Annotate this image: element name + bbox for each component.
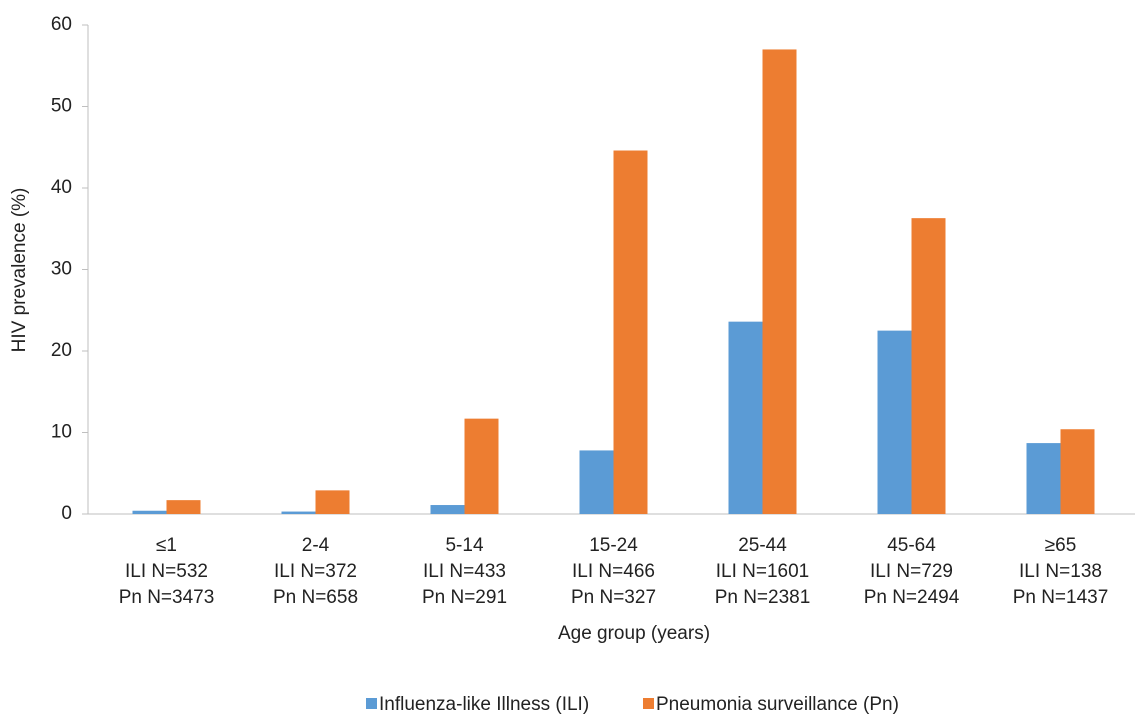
x-tick-label: ILI N=466 bbox=[572, 561, 655, 582]
x-tick-label: ILI N=372 bbox=[274, 561, 357, 582]
y-tick-label: 30 bbox=[51, 259, 72, 280]
x-tick-label: Pn N=3473 bbox=[119, 587, 215, 608]
bar bbox=[315, 490, 350, 514]
x-tick-label: Pn N=327 bbox=[571, 587, 656, 608]
legend-swatch bbox=[643, 698, 654, 709]
y-tick-label: 60 bbox=[51, 14, 72, 35]
x-tick-label: 2-4 bbox=[302, 535, 330, 556]
legend-label: Pneumonia surveillance (Pn) bbox=[656, 694, 899, 715]
y-tick-label: 0 bbox=[61, 503, 72, 524]
x-tick-label: ≤1 bbox=[156, 535, 177, 556]
bar bbox=[728, 321, 763, 514]
x-tick-label: Pn N=658 bbox=[273, 587, 358, 608]
y-tick-label: 50 bbox=[51, 96, 72, 117]
y-axis-title: HIV prevalence (%) bbox=[9, 188, 30, 353]
y-tick-label: 20 bbox=[51, 340, 72, 361]
legend-swatch bbox=[366, 698, 377, 709]
x-tick-label: Pn N=2494 bbox=[864, 587, 960, 608]
bar bbox=[132, 510, 167, 514]
x-tick-label: Pn N=291 bbox=[422, 587, 507, 608]
y-tick-label: 10 bbox=[51, 422, 72, 443]
x-tick-label: ILI N=433 bbox=[423, 561, 506, 582]
x-tick-label: 45-64 bbox=[887, 535, 936, 556]
x-tick-label: ILI N=1601 bbox=[716, 561, 810, 582]
x-tick-label: Pn N=2381 bbox=[715, 587, 811, 608]
bar bbox=[762, 49, 797, 514]
bar bbox=[166, 500, 201, 514]
bar bbox=[1060, 429, 1095, 514]
bar bbox=[281, 511, 316, 514]
x-tick-label: ≥65 bbox=[1045, 535, 1077, 556]
x-tick-label: ILI N=138 bbox=[1019, 561, 1102, 582]
bar bbox=[877, 330, 912, 514]
bar bbox=[430, 505, 465, 514]
bar bbox=[911, 218, 946, 514]
x-tick-label: ILI N=532 bbox=[125, 561, 208, 582]
bar bbox=[579, 450, 614, 514]
x-tick-label: 25-44 bbox=[738, 535, 787, 556]
x-tick-label: 5-14 bbox=[445, 535, 483, 556]
bar bbox=[464, 418, 499, 514]
x-tick-label: Pn N=1437 bbox=[1013, 587, 1109, 608]
bar bbox=[613, 150, 648, 514]
bar bbox=[1026, 443, 1061, 514]
y-tick-label: 40 bbox=[51, 177, 72, 198]
x-axis-title: Age group (years) bbox=[558, 623, 710, 644]
x-tick-label: ILI N=729 bbox=[870, 561, 953, 582]
legend-label: Influenza-like Illness (ILI) bbox=[379, 694, 589, 715]
x-tick-label: 15-24 bbox=[589, 535, 638, 556]
